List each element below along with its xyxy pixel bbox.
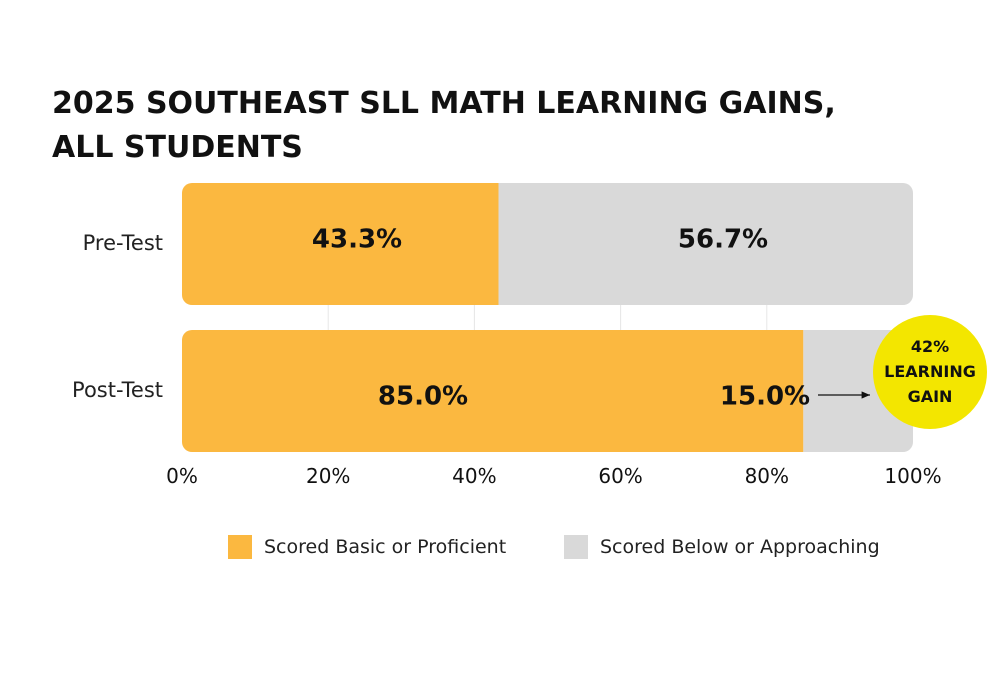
- chart-title-line-2: ALL STUDENTS: [52, 130, 303, 165]
- bars: [182, 183, 913, 452]
- x-tick-label: 60%: [598, 464, 642, 488]
- legend-swatch-gray: [564, 535, 588, 559]
- bar-value-label: 85.0%: [378, 382, 468, 412]
- bar-segment: [498, 183, 913, 305]
- x-tick-label: 0%: [166, 464, 198, 488]
- bar-segment: [182, 183, 499, 305]
- annotation-line-1: 42%: [911, 337, 949, 356]
- category-label: Post-Test: [72, 378, 163, 402]
- annotation-badge: [873, 315, 987, 429]
- legend-label: Scored Below or Approaching: [600, 536, 880, 558]
- bar-segment: [182, 330, 804, 452]
- legend-swatch-orange: [228, 535, 252, 559]
- x-tick-label: 40%: [452, 464, 496, 488]
- legend-item-below-approaching: Scored Below or Approaching: [564, 534, 880, 560]
- x-tick-label: 20%: [306, 464, 350, 488]
- chart-title: 2025 SOUTHEAST SLL MATH LEARNING GAINS, …: [52, 82, 952, 170]
- x-tick-label: 100%: [884, 464, 941, 488]
- bar-value-label: 15.0%: [720, 382, 810, 412]
- legend-item-basic-proficient: Scored Basic or Proficient: [228, 534, 506, 560]
- category-labels: Pre-Test Post-Test: [72, 231, 163, 402]
- bar-value-label: 56.7%: [678, 225, 768, 255]
- bar-row-0: [182, 183, 913, 305]
- annotation-line-3: GAIN: [908, 387, 953, 406]
- bar-value-labels: 43.3% 56.7% 85.0% 15.0%: [312, 225, 810, 412]
- legend-label: Scored Basic or Proficient: [264, 536, 507, 558]
- chart-title-line-1: 2025 SOUTHEAST SLL MATH LEARNING GAINS,: [52, 86, 836, 121]
- x-tick-label: 80%: [745, 464, 789, 488]
- annotation-line-2: LEARNING: [884, 362, 976, 381]
- category-label: Pre-Test: [83, 231, 163, 255]
- learning-gain-annotation: 42% LEARNING GAIN: [818, 315, 987, 429]
- bar-value-label: 43.3%: [312, 225, 402, 255]
- x-axis-tick-labels: 0% 20% 40% 60% 80% 100%: [166, 464, 941, 488]
